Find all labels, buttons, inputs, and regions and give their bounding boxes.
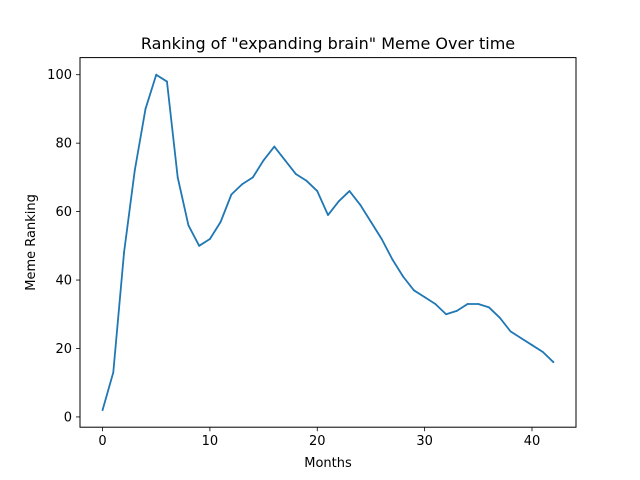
data-point: [498, 316, 501, 319]
chart-title: Ranking of "expanding brain" Meme Over t…: [141, 34, 515, 53]
x-tick-label: 30: [416, 434, 433, 449]
y-axis: 0 20 40 60 80 100: [47, 68, 80, 425]
x-axis: 0 10 20 30 40: [98, 427, 540, 449]
data-point: [488, 306, 490, 309]
data-point: [305, 179, 308, 182]
data-point: [155, 73, 158, 76]
data-point: [241, 183, 244, 186]
data-point: [273, 145, 276, 148]
x-tick-label: 20: [309, 434, 326, 449]
x-tick-label: 0: [98, 434, 106, 449]
y-tick-label: 40: [55, 274, 72, 289]
data-point: [359, 203, 362, 206]
data-point: [380, 238, 383, 240]
data-point: [541, 351, 544, 353]
data-point: [262, 159, 265, 162]
data-point: [509, 330, 512, 333]
data-point: [166, 80, 168, 83]
data-point: [209, 238, 211, 240]
data-point: [294, 173, 297, 175]
data-point: [327, 214, 329, 216]
data-point: [402, 275, 405, 278]
data-point: [198, 244, 201, 247]
plot-area: [101, 73, 555, 411]
series-line-0: [101, 73, 555, 411]
plot-frame: [79, 57, 577, 428]
data-point: [112, 371, 115, 374]
y-axis-label: Meme Ranking: [24, 194, 39, 291]
data-point: [477, 303, 480, 305]
data-point: [445, 313, 447, 316]
x-tick-label: 40: [524, 434, 541, 449]
data-point: [337, 200, 340, 203]
data-point: [391, 258, 394, 261]
data-point: [176, 176, 179, 179]
data-point: [219, 220, 222, 223]
data-point: [552, 361, 555, 364]
data-point: [316, 190, 319, 192]
data-point: [531, 344, 533, 346]
data-point: [520, 337, 523, 340]
data-point: [133, 169, 136, 172]
y-tick-label: 20: [55, 342, 72, 357]
y-tick-label: 0: [64, 410, 72, 425]
data-point: [348, 190, 351, 192]
data-point: [284, 159, 286, 162]
data-point: [466, 303, 469, 305]
data-point: [101, 409, 104, 411]
data-point: [423, 296, 426, 299]
data-point: [434, 303, 437, 305]
data-point: [455, 309, 458, 312]
data-point: [412, 289, 415, 292]
data-point: [187, 224, 190, 227]
x-tick-label: 10: [202, 434, 219, 449]
data-point: [251, 176, 254, 179]
y-tick-label: 100: [47, 68, 72, 83]
data-point: [123, 251, 125, 254]
y-tick-label: 60: [55, 205, 72, 220]
x-axis-label: Months: [304, 456, 352, 471]
y-tick-label: 80: [55, 137, 72, 152]
data-point: [144, 108, 147, 110]
data-point: [230, 193, 233, 196]
data-point: [370, 220, 372, 223]
